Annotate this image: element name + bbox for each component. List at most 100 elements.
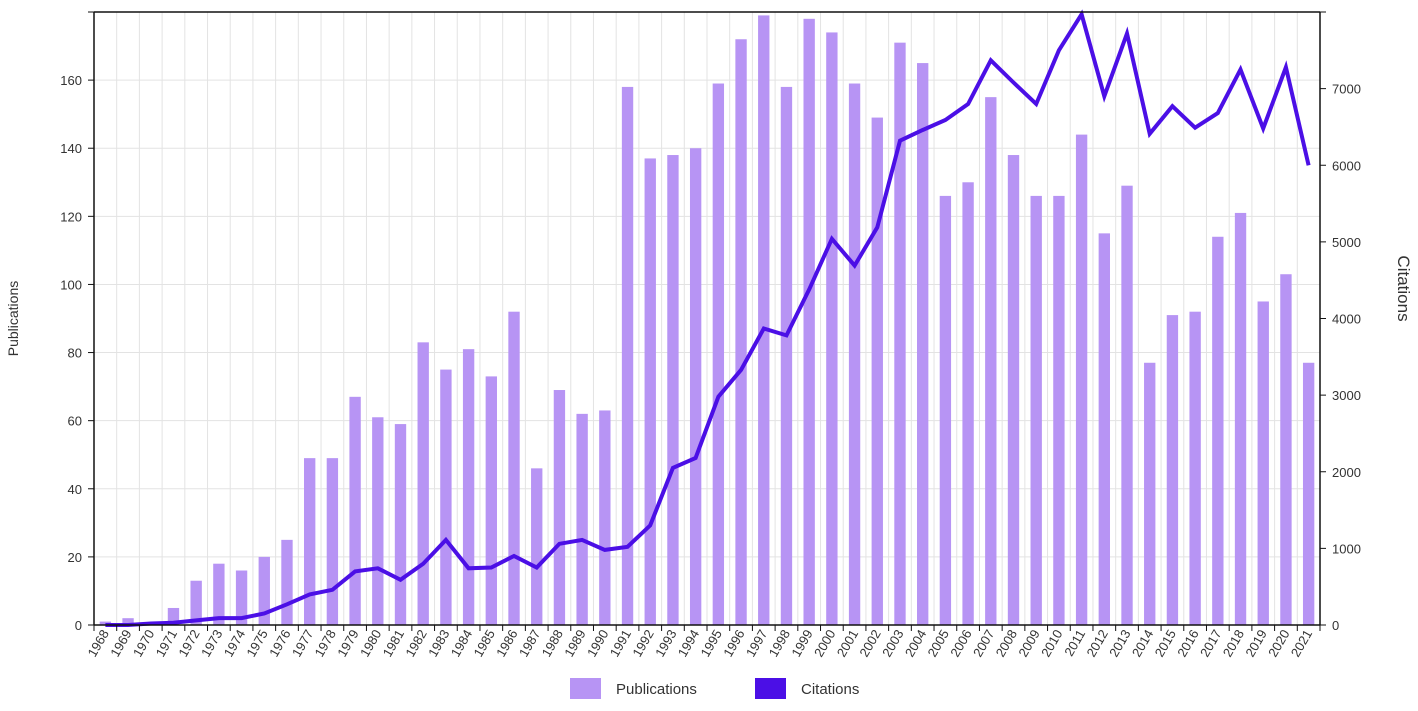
x-tick-label: 1996 — [720, 627, 747, 660]
bar-publications — [1212, 236, 1224, 625]
bar-publications — [508, 311, 520, 625]
y-tick-label: 0 — [75, 618, 82, 633]
x-tick-label: 1971 — [153, 627, 180, 660]
x-tick-label: 1991 — [607, 627, 634, 660]
x-tick-label: 1995 — [697, 627, 724, 660]
y2-tick-label: 5000 — [1332, 235, 1361, 250]
bar-publications — [985, 97, 997, 625]
legend: Publications Citations — [570, 678, 859, 699]
y-axis-title: Publications — [5, 281, 21, 357]
bar-publications — [213, 563, 225, 625]
x-tick-label: 1974 — [221, 627, 248, 660]
x-tick-label: 1970 — [130, 627, 157, 660]
x-tick-label: 1988 — [539, 627, 566, 660]
bar-publications — [894, 42, 906, 625]
bar-publications — [1030, 195, 1042, 625]
y2-tick-label: 2000 — [1332, 465, 1361, 480]
bar-publications — [576, 413, 588, 625]
bar-publications — [1007, 155, 1020, 626]
x-tick-label: 2009 — [1015, 627, 1042, 660]
bar-publications — [304, 458, 316, 625]
legend-label-publications: Publications — [616, 681, 697, 698]
x-tick-label: 2004 — [902, 627, 929, 660]
x-tick-label: 2006 — [947, 627, 974, 660]
x-tick-label: 2012 — [1083, 627, 1110, 660]
x-tick-label: 2014 — [1129, 627, 1156, 660]
x-tick-label: 2011 — [1061, 627, 1088, 659]
x-tick-label: 2002 — [856, 627, 883, 660]
y-tick-label: 60 — [68, 414, 82, 429]
bar-publications — [917, 63, 929, 626]
x-tick-label: 1969 — [107, 627, 134, 660]
y-tick-label: 160 — [60, 73, 82, 88]
x-tick-label: 1994 — [675, 627, 702, 660]
x-tick-label: 1993 — [652, 627, 679, 660]
x-tick-label: 1997 — [743, 627, 770, 660]
grid — [93, 12, 1321, 626]
x-tick-label: 2021 — [1288, 627, 1315, 660]
bar-publications — [1302, 362, 1315, 625]
bar-publications — [803, 18, 815, 626]
x-tick-label: 1987 — [516, 627, 543, 660]
y-tick-label: 20 — [68, 550, 82, 565]
bar-publications — [712, 83, 725, 626]
bar-publications — [99, 621, 112, 625]
x-tick-label: 1999 — [788, 627, 815, 660]
x-tick-label: 1984 — [448, 627, 475, 660]
x-tick-label: 1990 — [584, 627, 611, 660]
y-tick-label: 140 — [60, 141, 82, 156]
bar-publications — [826, 32, 838, 625]
bar-publications — [1053, 195, 1065, 625]
bar-publications — [939, 195, 952, 625]
bar-publications — [372, 417, 384, 625]
x-tick-label: 1979 — [334, 627, 361, 660]
x-tick-label: 1972 — [175, 627, 202, 660]
x-tick-label: 2019 — [1242, 627, 1269, 660]
bar-publications — [1234, 212, 1247, 625]
x-tick-label: 2008 — [993, 627, 1020, 660]
x-tick-label: 1998 — [766, 627, 793, 660]
bar-publications — [1121, 185, 1133, 625]
bar-publications — [758, 15, 770, 625]
bar-publications — [1075, 134, 1088, 625]
x-tick-label: 1983 — [425, 627, 452, 660]
publications-bars — [99, 15, 1315, 626]
bar-publications — [780, 86, 793, 625]
bar-publications — [621, 86, 634, 625]
bar-publications — [122, 618, 134, 625]
bar-publications — [553, 390, 566, 625]
x-tick-label: 1981 — [380, 627, 407, 660]
x-tick-label: 2015 — [1152, 627, 1179, 660]
bar-publications — [1166, 315, 1179, 625]
x-tick-label: 2020 — [1265, 627, 1292, 660]
bar-publications — [735, 39, 747, 625]
bar-publications — [1189, 311, 1201, 625]
line-citations — [105, 9, 1311, 627]
bar-publications — [599, 410, 611, 625]
bar-publications — [531, 468, 543, 625]
y-tick-label: 40 — [68, 482, 82, 497]
legend-label-citations: Citations — [801, 681, 859, 698]
x-tick-label: 1973 — [198, 627, 225, 660]
bar-publications — [326, 458, 339, 625]
y2-tick-label: 1000 — [1332, 541, 1361, 556]
bar-publications — [1257, 301, 1269, 625]
bar-publications — [962, 182, 974, 625]
x-tick-label: 1975 — [243, 627, 270, 660]
x-tick-label: 2005 — [925, 627, 952, 660]
legend-swatch-citations — [755, 678, 786, 699]
y2-tick-label: 3000 — [1332, 388, 1361, 403]
bar-publications — [462, 349, 475, 625]
bar-publications — [167, 607, 180, 625]
x-tick-label: 2001 — [834, 627, 861, 660]
bar-publications — [417, 342, 429, 625]
bar-publications — [190, 580, 202, 625]
x-tick-label: 1985 — [470, 627, 497, 660]
x-tick-label: 1986 — [493, 627, 520, 660]
bar-publications — [667, 155, 679, 626]
bar-publications — [394, 424, 407, 625]
bar-publications — [644, 158, 656, 625]
bar-publications — [349, 396, 361, 625]
